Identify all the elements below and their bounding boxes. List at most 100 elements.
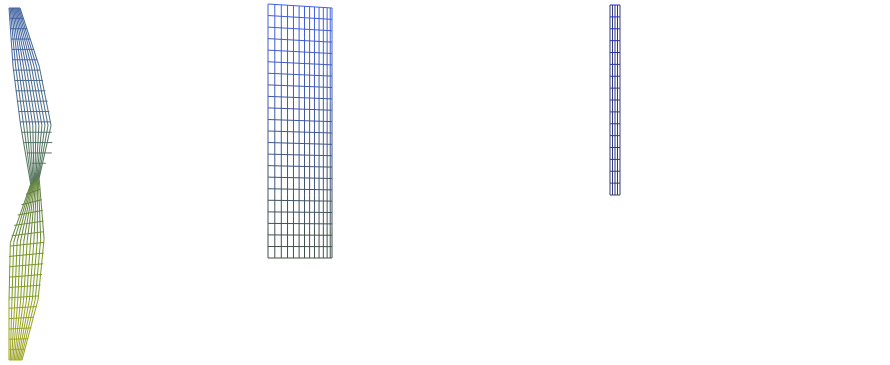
right-main-row-line (800, 285, 823, 299)
left-col-line (11, 7, 22, 67)
right-main-row-line (868, 169, 890, 171)
right-main-row-line (733, 119, 756, 133)
right-main-row-line (778, 206, 801, 218)
middle-right-row-line (459, 155, 478, 163)
right-main-row-line (643, 116, 666, 133)
left-row-line (25, 212, 31, 214)
right-main-row-line (733, 113, 756, 127)
right-main-row-line (755, 212, 778, 225)
middle-right-row-line (348, 70, 367, 83)
middle-right-row-line (422, 180, 441, 190)
left-col-line (9, 7, 17, 67)
right-main-row-line (845, 247, 868, 257)
right-main-row-line (868, 177, 890, 180)
middle-right-row-line (348, 125, 367, 137)
right-main-row-line (620, 160, 643, 172)
right-main-row-line (778, 226, 801, 239)
right-main-row-line (665, 185, 688, 198)
left-col-line (9, 301, 13, 361)
right-main-row-line (665, 81, 688, 100)
left-row-line (38, 231, 45, 233)
right-main-row-line (868, 225, 890, 231)
right-main-row-line (755, 153, 778, 166)
right-main-row-line (823, 271, 846, 283)
right-main-row-line (665, 192, 688, 205)
middle-right-row-line (348, 79, 367, 92)
right-main-row-line (868, 201, 890, 205)
middle-left-row-line (267, 118, 333, 123)
right-main-row-line (778, 146, 801, 157)
left-col-line (17, 66, 28, 126)
left-row-line (33, 190, 36, 193)
middle-right-row-line (422, 277, 441, 288)
right-main-row-line (710, 144, 733, 159)
right-main-row-line (755, 186, 778, 199)
middle-right-row-line (478, 108, 497, 113)
middle-right-row-line (422, 74, 441, 84)
middle-right-row-line (441, 288, 460, 299)
right-main-row-line (688, 128, 711, 144)
middle-right-row-line (496, 122, 515, 125)
right-main-row-line (778, 259, 801, 272)
middle-right-row-line (366, 83, 385, 95)
middle-right-row-line (441, 297, 460, 308)
right-main-row-line (800, 272, 823, 285)
middle-right-row-line (422, 153, 441, 163)
right-main-row-line (845, 165, 868, 169)
middle-right-row-line (348, 237, 367, 246)
right-main-row-line (710, 97, 733, 113)
right-main-row-line (778, 199, 801, 211)
right-main-row-line (868, 288, 890, 299)
middle-right-row-line (478, 117, 497, 123)
right-main-row-line (800, 204, 823, 215)
right-main-row-line (688, 100, 711, 117)
left-row-line (31, 181, 34, 184)
middle-left-row-line (267, 15, 333, 20)
right-main-row-line (688, 107, 711, 124)
middle-right-row-line (478, 181, 497, 188)
middle-right-row-line (422, 259, 441, 270)
middle-right-row-line (478, 310, 497, 321)
left-row-line (21, 212, 27, 215)
middle-folded-mesh (267, 3, 515, 321)
right-main-row-line (800, 191, 823, 201)
left-row-line (32, 253, 39, 255)
middle-right-row-line (496, 274, 515, 283)
right-main-row-line (845, 239, 868, 248)
middle-right-row-line (459, 290, 478, 301)
middle-right-row-line (459, 281, 478, 292)
middle-right-row-line (478, 218, 497, 227)
right-main-row-line (620, 14, 643, 37)
right-main-row-line (845, 306, 868, 320)
right-main-row-line (868, 272, 890, 282)
middle-right-row-line (496, 293, 515, 303)
middle-right-row-line (348, 116, 367, 128)
right-main-row-line (800, 231, 823, 243)
left-col-line (8, 242, 11, 302)
right-main-row-line (710, 205, 733, 219)
middle-right-row-line (459, 137, 478, 145)
left-col-line (33, 66, 46, 126)
middle-right-row-line (478, 273, 497, 283)
right-main-row-line (800, 279, 823, 293)
left-row-line (34, 199, 39, 202)
right-main-row-line (710, 212, 733, 225)
right-main-row-line (800, 143, 823, 151)
right-main-row-line (688, 212, 711, 225)
right-main-row-line (733, 225, 756, 238)
middle-right-row-line (366, 201, 385, 212)
middle-right-row-line (348, 246, 367, 255)
right-main-row-line (665, 96, 688, 114)
right-main-row-line (620, 169, 643, 180)
right-main-row-line (755, 199, 778, 212)
right-main-row-line (800, 198, 823, 208)
left-col-line (29, 125, 34, 183)
right-main-row-line (643, 196, 666, 207)
right-main-row-line (733, 252, 756, 265)
right-main-row-line (710, 198, 733, 212)
middle-right-row-line (366, 146, 385, 157)
right-main-row-line (823, 215, 846, 224)
right-main-row-line (620, 100, 643, 116)
right-main-row-line (845, 261, 868, 272)
middle-right-row-line (348, 97, 367, 109)
